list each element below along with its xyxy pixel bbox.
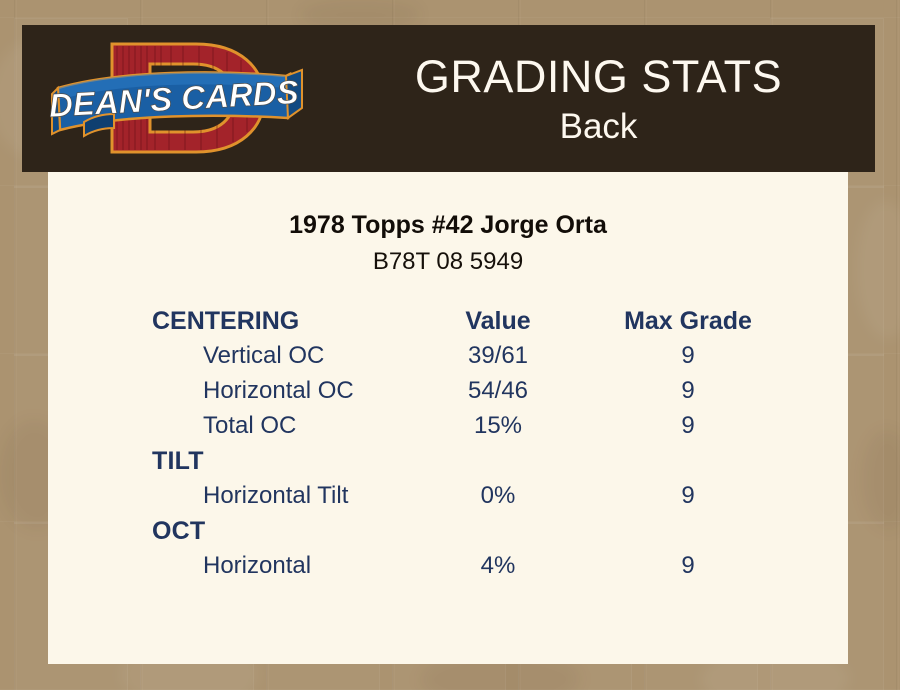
page-subtitle: Back <box>559 106 638 146</box>
card-title: 1978 Topps #42 Jorge Orta <box>289 211 607 239</box>
row-max-grade: 9 <box>681 552 695 579</box>
row-label: Total OC <box>203 412 297 439</box>
table-row: Horizontal OC 54/46 9 <box>48 377 848 412</box>
header-bar: DEAN'S CARDS GRADING STATS Back <box>22 25 875 172</box>
table-row: Horizontal 4% 9 <box>48 552 848 587</box>
row-label: Horizontal <box>203 552 312 579</box>
section-header-tilt: TILT <box>48 447 848 482</box>
row-max-grade: 9 <box>681 342 695 369</box>
header-title-group: GRADING STATS Back <box>322 25 875 172</box>
section-header-oct: OCT <box>48 517 848 552</box>
deans-cards-logo[interactable]: DEAN'S CARDS <box>50 30 310 167</box>
card-serial-number: B78T 08 5949 <box>372 248 524 275</box>
page-title: GRADING STATS <box>414 50 783 102</box>
table-header-row: CENTERING Value Max Grade <box>48 307 848 342</box>
row-value: 0% <box>480 482 516 509</box>
grading-stats-table: CENTERING Value Max Grade Vertical OC 39… <box>48 307 848 587</box>
section-label: TILT <box>152 447 204 475</box>
table-row: Horizontal Tilt 0% 9 <box>48 482 848 517</box>
row-label: Horizontal OC <box>203 377 354 404</box>
column-header-value: Value <box>465 307 531 335</box>
logo-icon: DEAN'S CARDS <box>50 42 303 154</box>
column-header-max-grade: Max Grade <box>624 307 752 335</box>
section-label: OCT <box>152 517 206 545</box>
table-row: Vertical OC 39/61 9 <box>48 342 848 377</box>
row-value: 39/61 <box>467 342 529 369</box>
row-value: 15% <box>473 412 523 439</box>
column-header-centering: CENTERING <box>152 307 300 335</box>
table-row: Total OC 15% 9 <box>48 412 848 447</box>
row-label: Horizontal Tilt <box>203 482 349 509</box>
row-label: Vertical OC <box>203 342 325 369</box>
row-max-grade: 9 <box>681 377 695 404</box>
content-panel: 1978 Topps #42 Jorge Orta B78T 08 5949 C… <box>48 172 848 664</box>
row-max-grade: 9 <box>681 412 695 439</box>
row-max-grade: 9 <box>681 482 695 509</box>
row-value: 4% <box>480 552 516 579</box>
row-value: 54/46 <box>467 377 529 404</box>
